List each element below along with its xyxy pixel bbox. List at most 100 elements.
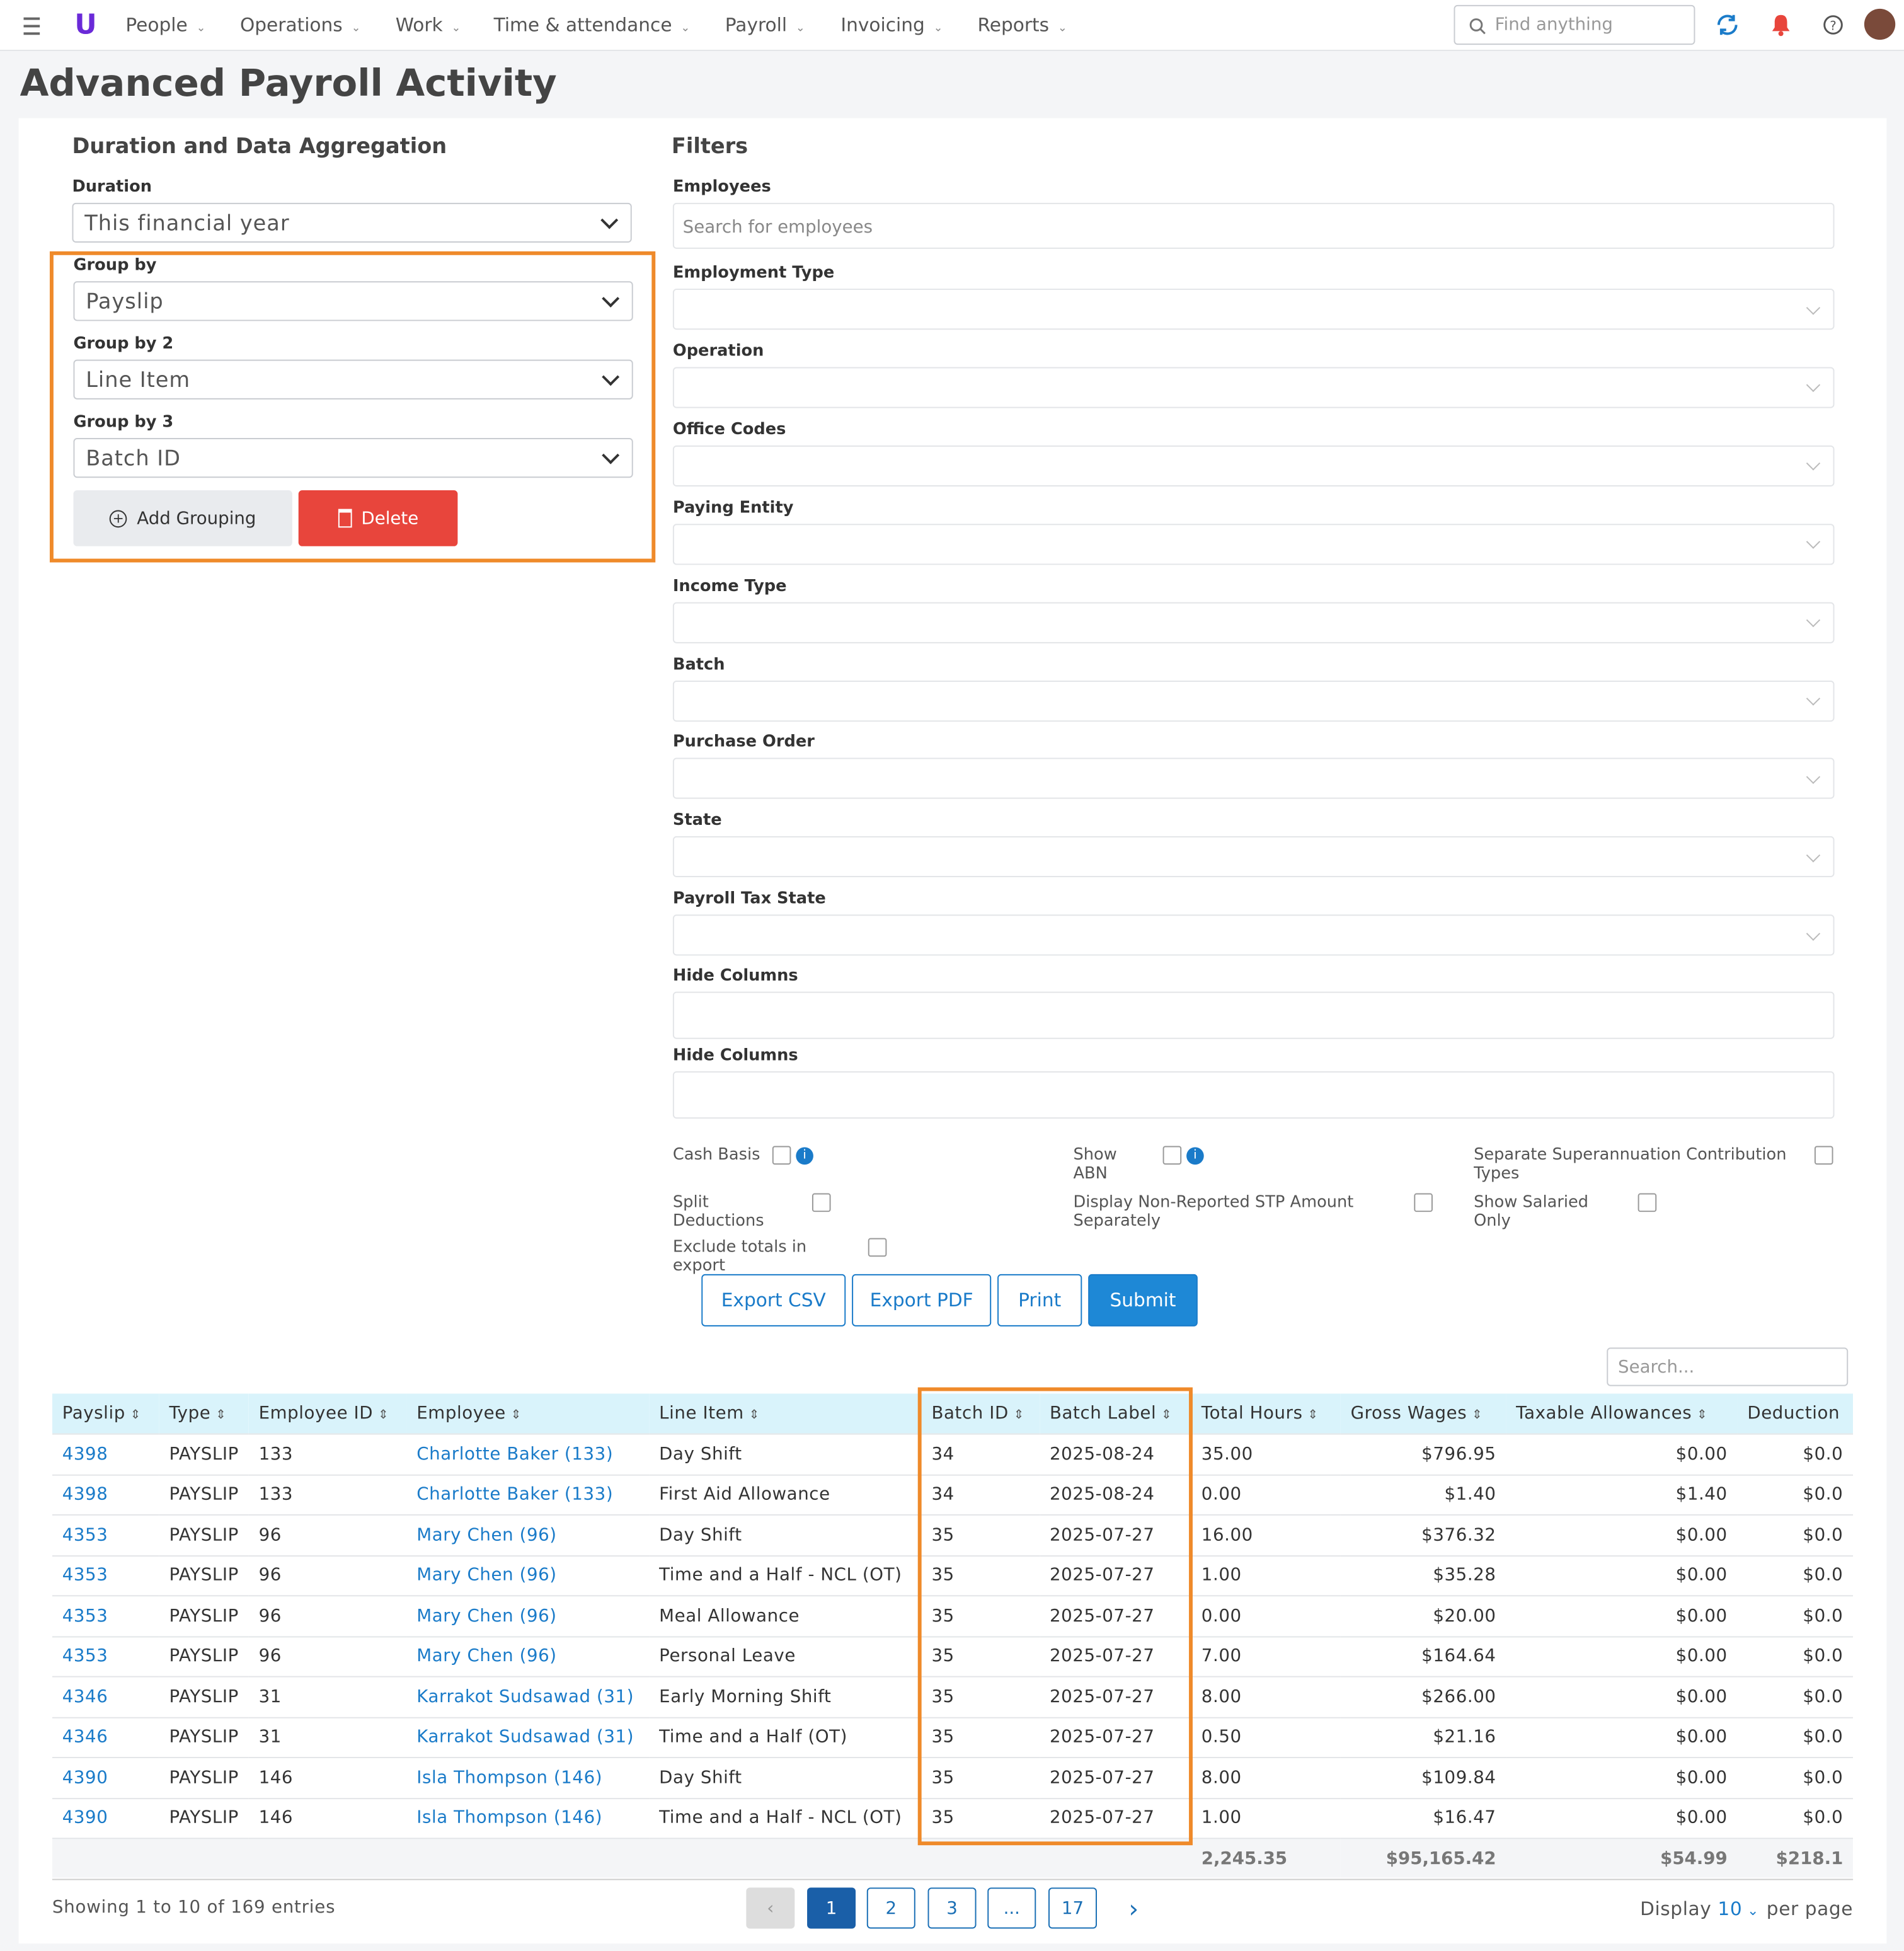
page-button[interactable]: 2: [866, 1887, 915, 1929]
cell-link[interactable]: 4398: [62, 1485, 108, 1505]
cell-text: 0.50: [1201, 1727, 1242, 1747]
checkbox[interactable]: [1814, 1146, 1833, 1165]
column-header[interactable]: Batch Label ⇕: [1040, 1393, 1191, 1434]
select[interactable]: [672, 445, 1835, 486]
global-search[interactable]: Find anything: [1454, 4, 1695, 45]
column-header[interactable]: Taxable Allowances ⇕: [1506, 1393, 1738, 1434]
page-title: Advanced Payroll Activity: [20, 62, 557, 106]
menu-icon[interactable]: [23, 17, 40, 35]
delete-button[interactable]: Delete: [298, 490, 458, 546]
select[interactable]: Batch ID: [73, 438, 633, 478]
cell-link[interactable]: Mary Chen (96): [416, 1606, 557, 1626]
cell-link[interactable]: Karrakot Sudsawad (31): [416, 1686, 634, 1707]
select[interactable]: This financial year: [72, 202, 632, 243]
column-header[interactable]: Batch ID ⇕: [921, 1393, 1040, 1434]
table-cell: $20.00: [1340, 1595, 1506, 1637]
select[interactable]: [672, 289, 1835, 330]
cell-text: 31: [258, 1727, 282, 1747]
cell-link[interactable]: Isla Thompson (146): [416, 1768, 603, 1788]
cell-link[interactable]: 4346: [62, 1727, 108, 1747]
checkbox[interactable]: [1637, 1193, 1657, 1212]
table-search[interactable]: Search...: [1607, 1347, 1849, 1386]
action-button[interactable]: Export PDF: [852, 1274, 992, 1327]
table-cell: Time and a Half (OT): [649, 1716, 922, 1758]
select[interactable]: [672, 914, 1835, 956]
info-icon[interactable]: i: [1186, 1147, 1204, 1165]
cell-link[interactable]: 4353: [62, 1565, 108, 1586]
page-button[interactable]: 17: [1048, 1887, 1097, 1929]
cell-link[interactable]: 4398: [62, 1444, 108, 1465]
cell-text: $21.16: [1433, 1727, 1496, 1747]
table-cell: 35: [921, 1555, 1040, 1596]
add-grouping-button[interactable]: + Add Grouping: [73, 490, 292, 546]
checkbox[interactable]: [868, 1238, 887, 1257]
table-cell: 4353: [52, 1555, 159, 1596]
cell-link[interactable]: Karrakot Sudsawad (31): [416, 1727, 634, 1747]
page-button[interactable]: 3: [927, 1887, 977, 1929]
cell-link[interactable]: Charlotte Baker (133): [416, 1485, 614, 1505]
select[interactable]: Payslip: [73, 281, 633, 321]
action-button[interactable]: Submit: [1088, 1274, 1198, 1327]
cell-link[interactable]: Isla Thompson (146): [416, 1808, 603, 1829]
column-header[interactable]: Deduction: [1737, 1393, 1854, 1434]
column-header[interactable]: Employee ID ⇕: [248, 1393, 407, 1434]
text-field[interactable]: [672, 1071, 1835, 1119]
next-page[interactable]: ›: [1128, 1893, 1139, 1923]
nav-item[interactable]: Time & attendance ⌄: [494, 14, 691, 37]
cell-text: $376.32: [1421, 1525, 1496, 1545]
cell-link[interactable]: Mary Chen (96): [416, 1646, 557, 1667]
employee-search[interactable]: Search for employees: [672, 202, 1835, 249]
sync-icon[interactable]: [1715, 13, 1740, 37]
cell-link[interactable]: 4353: [62, 1606, 108, 1626]
logo[interactable]: U: [74, 9, 97, 42]
checkbox[interactable]: [1414, 1193, 1433, 1212]
checkbox[interactable]: [1162, 1146, 1182, 1165]
select[interactable]: [672, 758, 1835, 800]
select[interactable]: [672, 836, 1835, 878]
header-label: Payslip: [62, 1403, 125, 1424]
cell-link[interactable]: Mary Chen (96): [416, 1565, 557, 1586]
page-button[interactable]: 1: [807, 1887, 856, 1929]
nav-item[interactable]: Work ⌄: [396, 14, 461, 37]
header-label: Batch Label: [1049, 1403, 1157, 1424]
table-cell: Mary Chen (96): [406, 1595, 650, 1637]
column-header[interactable]: Employee ⇕: [406, 1393, 650, 1434]
notification-icon[interactable]: [1770, 13, 1792, 37]
action-button[interactable]: Export CSV: [701, 1274, 846, 1327]
info-icon[interactable]: i: [796, 1147, 813, 1165]
page-size-value[interactable]: 10: [1718, 1897, 1743, 1920]
column-header[interactable]: Gross Wages ⇕: [1340, 1393, 1506, 1434]
checkbox[interactable]: [811, 1193, 831, 1212]
cell-link[interactable]: Charlotte Baker (133): [416, 1444, 614, 1465]
cell-link[interactable]: 4346: [62, 1686, 108, 1707]
column-header[interactable]: Total Hours ⇕: [1191, 1393, 1341, 1434]
column-header[interactable]: Type ⇕: [159, 1393, 249, 1434]
select[interactable]: [672, 367, 1835, 408]
cell-text: 2025-07-27: [1049, 1768, 1155, 1788]
cell-link[interactable]: 4353: [62, 1646, 108, 1667]
nav-caret: ⌄: [196, 22, 206, 35]
select[interactable]: [672, 523, 1835, 565]
nav-item[interactable]: Reports ⌄: [977, 14, 1067, 37]
cell-link[interactable]: 4390: [62, 1808, 108, 1829]
nav-item[interactable]: Payroll ⌄: [725, 14, 805, 37]
column-header[interactable]: Payslip ⇕: [52, 1393, 159, 1434]
table-cell: $0.00: [1506, 1555, 1738, 1596]
nav-item[interactable]: Invoicing ⌄: [840, 14, 943, 37]
action-button[interactable]: Print: [997, 1274, 1082, 1327]
help-icon[interactable]: ?: [1822, 14, 1845, 37]
select[interactable]: [672, 601, 1835, 643]
select[interactable]: [672, 680, 1835, 722]
checkbox[interactable]: [772, 1146, 791, 1165]
avatar[interactable]: [1864, 8, 1896, 40]
cell-link[interactable]: 4390: [62, 1768, 108, 1788]
checkbox-label: Exclude totals in export: [672, 1238, 807, 1275]
text-field[interactable]: [672, 991, 1835, 1039]
cell-link[interactable]: Mary Chen (96): [416, 1525, 557, 1545]
page-button[interactable]: ...: [987, 1887, 1036, 1929]
nav-item[interactable]: Operations ⌄: [240, 14, 360, 37]
column-header[interactable]: Line Item ⇕: [649, 1393, 922, 1434]
select[interactable]: Line Item: [73, 359, 633, 400]
nav-item[interactable]: People ⌄: [125, 14, 205, 37]
cell-link[interactable]: 4353: [62, 1525, 108, 1545]
